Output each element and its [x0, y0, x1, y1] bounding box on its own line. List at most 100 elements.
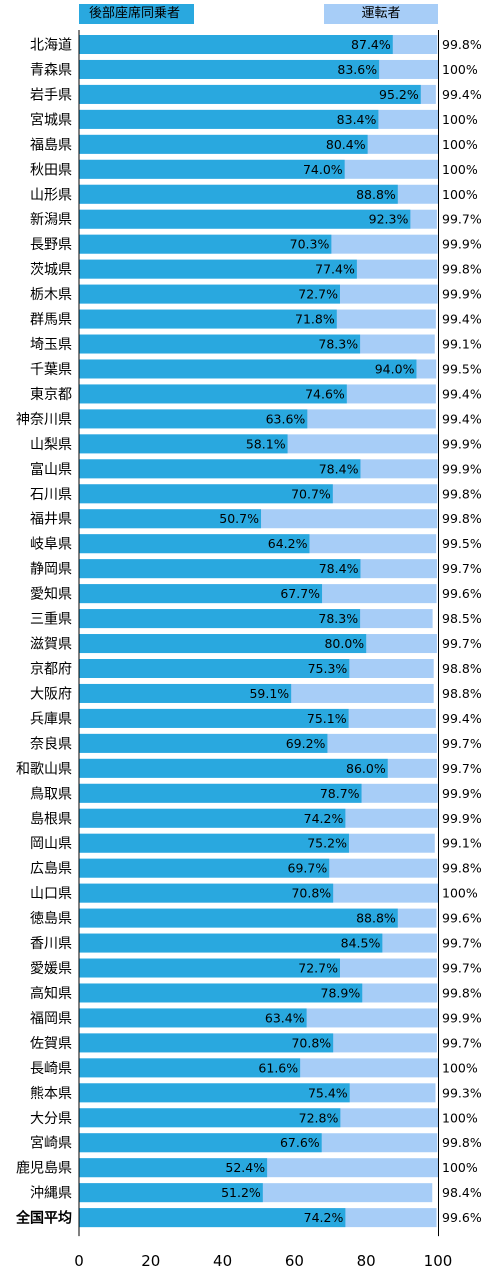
bar-rear-passenger: [79, 334, 361, 354]
category-label: 全国平均: [15, 1210, 72, 1227]
category-label: 香川県: [30, 936, 72, 952]
category-label: 山形県: [30, 187, 72, 203]
bar-rear-passenger: [79, 833, 349, 853]
bar-rear-passenger: [79, 234, 332, 254]
bar-rear-passenger: [79, 1183, 263, 1203]
data-label-rear-passenger: 74.2%: [304, 1210, 344, 1225]
data-label-driver: 100%: [442, 187, 478, 202]
data-label-driver: 99.8%: [442, 861, 482, 876]
category-label: 和歌山県: [16, 761, 72, 777]
data-label-driver: 98.8%: [442, 686, 482, 701]
data-label-driver: 100%: [442, 1060, 478, 1075]
data-label-driver: 100%: [442, 62, 478, 77]
bar-rear-passenger: [79, 858, 330, 878]
data-label-rear-passenger: 95.2%: [379, 87, 419, 102]
bar-rear-passenger: [79, 434, 288, 454]
bar-rear-passenger: [79, 958, 340, 978]
data-label-rear-passenger: 75.2%: [307, 836, 347, 851]
x-tick-label: 20: [141, 1252, 160, 1270]
data-label-driver: 99.1%: [442, 836, 482, 851]
bar-rear-passenger: [79, 559, 361, 579]
data-label-driver: 99.3%: [442, 1085, 482, 1100]
data-label-driver: 99.1%: [442, 337, 482, 352]
data-label-rear-passenger: 70.8%: [291, 1035, 331, 1050]
category-label: 鳥取県: [30, 786, 72, 802]
data-label-rear-passenger: 83.6%: [337, 62, 377, 77]
bar-rear-passenger: [79, 59, 380, 79]
data-label-driver: 99.6%: [442, 911, 482, 926]
data-label-driver: 99.8%: [442, 985, 482, 1000]
bar-rear-passenger: [79, 1008, 307, 1028]
data-label-driver: 99.8%: [442, 37, 482, 52]
bar-rear-passenger: [79, 384, 347, 404]
data-label-rear-passenger: 92.3%: [369, 212, 409, 227]
category-label: 秋田県: [30, 162, 72, 178]
data-label-driver: 99.7%: [442, 761, 482, 776]
bar-rear-passenger: [79, 509, 262, 529]
data-label-driver: 99.9%: [442, 237, 482, 252]
data-label-rear-passenger: 84.5%: [341, 936, 381, 951]
bar-rear-passenger: [79, 534, 310, 554]
category-label: 京都府: [30, 662, 72, 678]
bar-rear-passenger: [79, 209, 411, 229]
data-label-driver: 99.7%: [442, 736, 482, 751]
data-label-rear-passenger: 69.7%: [288, 861, 328, 876]
category-label: 大分県: [30, 1111, 72, 1127]
data-label-rear-passenger: 75.3%: [308, 661, 348, 676]
bar-rear-passenger: [79, 459, 361, 479]
data-label-rear-passenger: 67.6%: [280, 1135, 320, 1150]
bar-rear-passenger: [79, 1133, 322, 1153]
data-label-rear-passenger: 72.7%: [298, 287, 338, 302]
data-label-driver: 99.7%: [442, 636, 482, 651]
category-label: 奈良県: [30, 736, 72, 752]
bar-rear-passenger: [79, 159, 345, 179]
category-label: 熊本県: [30, 1086, 72, 1102]
category-label: 島根県: [30, 811, 72, 827]
data-label-rear-passenger: 78.3%: [318, 337, 358, 352]
data-label-driver: 100%: [442, 1110, 478, 1125]
data-label-rear-passenger: 75.1%: [307, 711, 347, 726]
category-label: 福島県: [30, 137, 72, 153]
data-label-rear-passenger: 58.1%: [246, 436, 286, 451]
category-label: 福岡県: [30, 1011, 72, 1027]
data-label-rear-passenger: 70.3%: [290, 237, 330, 252]
data-label-driver: 99.4%: [442, 312, 482, 327]
x-tick-label: 60: [285, 1252, 304, 1270]
data-label-driver: 99.4%: [442, 711, 482, 726]
category-label: 新潟県: [30, 212, 72, 228]
data-label-driver: 99.9%: [442, 461, 482, 476]
data-label-rear-passenger: 74.6%: [305, 386, 345, 401]
data-label-driver: 100%: [442, 1160, 478, 1175]
data-label-rear-passenger: 71.8%: [295, 312, 335, 327]
data-label-driver: 99.7%: [442, 961, 482, 976]
data-label-driver: 99.6%: [442, 1210, 482, 1225]
data-label-driver: 99.9%: [442, 811, 482, 826]
category-label: 徳島県: [30, 911, 72, 927]
bar-rear-passenger: [79, 1208, 346, 1228]
data-label-driver: 99.6%: [442, 586, 482, 601]
category-label: 山口県: [30, 886, 72, 902]
data-label-rear-passenger: 69.2%: [286, 736, 326, 751]
data-label-driver: 99.9%: [442, 287, 482, 302]
data-label-rear-passenger: 75.4%: [308, 1085, 348, 1100]
category-label: 茨城県: [30, 262, 72, 278]
data-label-driver: 99.8%: [442, 486, 482, 501]
data-label-rear-passenger: 67.7%: [280, 586, 320, 601]
category-label: 三重県: [30, 612, 72, 628]
category-label: 兵庫県: [30, 710, 72, 727]
bar-rear-passenger: [79, 659, 350, 678]
data-label-driver: 99.7%: [442, 212, 482, 227]
data-label-rear-passenger: 61.6%: [258, 1060, 298, 1075]
data-label-rear-passenger: 80.0%: [324, 636, 364, 651]
data-label-driver: 100%: [442, 112, 478, 127]
bar-rear-passenger: [79, 1108, 341, 1128]
data-label-driver: 99.8%: [442, 262, 482, 277]
data-label-rear-passenger: 78.4%: [319, 461, 359, 476]
category-label: 大阪府: [30, 686, 72, 702]
category-label: 東京都: [30, 387, 72, 403]
bar-rear-passenger: [79, 284, 340, 304]
bar-rear-passenger: [79, 683, 292, 703]
bar-rear-passenger: [79, 584, 323, 604]
category-label: 岡山県: [30, 836, 72, 852]
data-label-rear-passenger: 74.2%: [304, 811, 344, 826]
